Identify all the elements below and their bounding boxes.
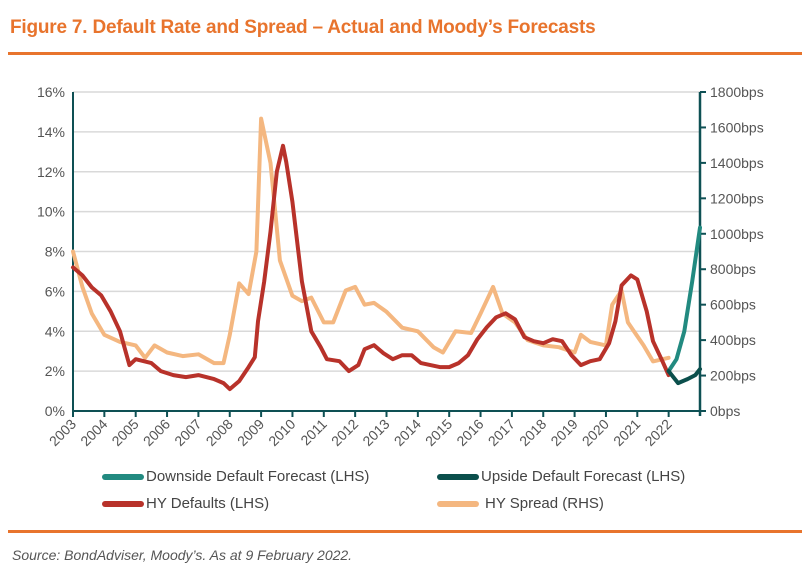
x-tick-label: 2013 <box>359 416 392 449</box>
legend-item-upside: Upside Default Forecast (LHS) <box>437 468 685 485</box>
footer-rule <box>8 530 802 533</box>
y-right-tick-label: 200bps <box>710 368 756 384</box>
x-tick-label: 2010 <box>265 416 298 449</box>
source-note: Source: BondAdviser, Moody’s. As at 9 Fe… <box>12 547 353 563</box>
x-tick-label: 2014 <box>391 416 424 449</box>
x-tick-label: 2007 <box>171 416 204 449</box>
x-tick-label: 2008 <box>203 416 236 449</box>
x-tick-label: 2019 <box>547 416 580 449</box>
legend-label: HY Defaults (LHS) <box>146 495 270 512</box>
y-left-tick-label: 14% <box>37 124 65 140</box>
y-right-tick-label: 400bps <box>710 332 756 348</box>
x-tick-label: 2022 <box>641 416 674 449</box>
x-tick-label: 2003 <box>46 416 79 449</box>
y-left-tick-label: 8% <box>45 244 65 260</box>
y-right-tick-label: 1200bps <box>710 190 764 206</box>
y-right-tick-label: 0bps <box>710 403 740 419</box>
chart: 0% 2% 4% 6% 8% 10% 12% 14% 16% 0bps 200bps 400bps 60… <box>37 84 764 449</box>
series-line-upside-default-forecast-lhs <box>666 367 702 386</box>
y-right-tick-label: 1400bps <box>710 155 764 171</box>
y-left-tick-label: 10% <box>37 204 65 220</box>
x-tick-label: 2016 <box>453 416 486 449</box>
figure-title: Figure 7. Default Rate and Spread – Actu… <box>10 17 596 38</box>
legend-label: HY Spread (RHS) <box>485 495 604 512</box>
x-tick-label: 2009 <box>234 416 267 449</box>
x-tick-label: 2018 <box>516 416 549 449</box>
y-left-tick-label: 6% <box>45 283 65 299</box>
x-tick-label: 2004 <box>77 416 110 449</box>
title-rule <box>8 52 802 55</box>
legend-swatch <box>102 500 144 507</box>
y-right-tick-label: 1600bps <box>710 119 764 135</box>
y-left-tick-label: 12% <box>37 164 65 180</box>
legend-item-downside: Downside Default Forecast (LHS) <box>102 468 369 485</box>
legend-label: Upside Default Forecast (LHS) <box>481 468 686 485</box>
y-left-tick-label: 2% <box>45 363 65 379</box>
y-right-tick-label: 1800bps <box>710 84 764 100</box>
legend-swatch <box>437 500 479 507</box>
legend-swatch <box>102 473 144 480</box>
x-tick-label: 2012 <box>328 416 361 449</box>
y-right-tick-label: 600bps <box>710 297 756 313</box>
legend-label: Downside Default Forecast (LHS) <box>146 468 370 485</box>
legend-item-hy-spread: HY Spread (RHS) <box>437 495 604 512</box>
y-left-tick-label: 16% <box>37 84 65 100</box>
x-tick-label: 2005 <box>108 416 141 449</box>
y-left-tick-label: 0% <box>45 403 65 419</box>
x-tick-label: 2020 <box>579 416 612 449</box>
x-tick-label: 2006 <box>140 416 173 449</box>
series-line-hy-defaults-lhs <box>71 143 671 392</box>
x-tick-label: 2021 <box>610 416 643 449</box>
x-tick-label: 2015 <box>422 416 455 449</box>
legend-item-hy-defaults: HY Defaults (LHS) <box>102 495 269 512</box>
legend-swatch <box>437 473 479 480</box>
y-right-tick-label: 1000bps <box>710 226 764 242</box>
x-tick-label: 2017 <box>485 416 518 449</box>
y-right-tick-label: 800bps <box>710 261 756 277</box>
x-tick-label: 2011 <box>297 416 330 449</box>
y-left-tick-label: 4% <box>45 323 65 339</box>
series-line-hy-spread-rhs <box>71 116 671 366</box>
series-line-downside-default-forecast-lhs <box>666 225 702 374</box>
